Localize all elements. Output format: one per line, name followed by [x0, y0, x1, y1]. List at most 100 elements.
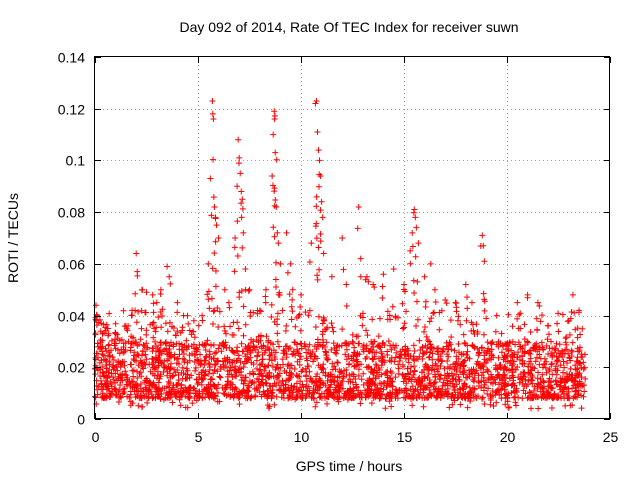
data-point — [409, 402, 416, 409]
data-point — [319, 214, 326, 221]
data-point — [401, 320, 408, 327]
data-point — [202, 354, 209, 361]
data-point — [224, 354, 231, 361]
data-point — [280, 382, 287, 389]
data-point — [407, 260, 414, 267]
data-point — [138, 307, 145, 314]
data-point — [177, 402, 184, 409]
data-point — [109, 353, 116, 360]
data-point — [350, 339, 357, 346]
data-point — [318, 198, 325, 205]
data-point — [407, 247, 414, 254]
data-point — [495, 343, 502, 350]
data-point — [270, 182, 277, 189]
data-point — [231, 366, 238, 373]
data-point — [297, 340, 304, 347]
data-point — [115, 399, 122, 406]
data-point — [404, 370, 411, 377]
data-point — [395, 370, 402, 377]
data-point — [454, 361, 461, 368]
data-point — [481, 307, 488, 314]
data-point — [308, 240, 315, 247]
data-point — [99, 351, 106, 358]
data-point — [118, 346, 125, 353]
data-point — [234, 253, 241, 260]
data-point — [269, 392, 276, 399]
data-point — [535, 405, 542, 412]
data-point — [505, 311, 512, 318]
data-point — [371, 353, 378, 360]
data-point — [100, 373, 107, 380]
data-point — [247, 309, 254, 316]
data-point — [220, 390, 227, 397]
data-point — [493, 399, 500, 406]
data-point — [149, 291, 156, 298]
data-point — [352, 376, 359, 383]
data-point — [191, 394, 198, 401]
data-point — [562, 402, 569, 409]
data-point — [443, 390, 450, 397]
data-point — [102, 356, 109, 363]
data-point — [517, 343, 524, 350]
data-point — [442, 297, 449, 304]
data-point — [317, 172, 324, 179]
data-point — [103, 347, 110, 354]
data-point — [578, 405, 585, 412]
data-point — [371, 366, 378, 373]
data-point — [409, 229, 416, 236]
data-point — [316, 266, 323, 273]
data-point — [371, 284, 378, 291]
data-point — [212, 214, 219, 221]
data-point — [209, 376, 216, 383]
data-point — [293, 314, 300, 321]
data-point — [138, 287, 145, 294]
data-point — [256, 367, 263, 374]
data-point — [548, 405, 555, 412]
data-point — [446, 372, 453, 379]
data-point — [110, 374, 117, 381]
data-point — [255, 339, 262, 346]
data-point — [287, 344, 294, 351]
data-point — [379, 294, 386, 301]
data-point — [548, 360, 555, 367]
data-point — [437, 353, 444, 360]
data-point — [163, 389, 170, 396]
data-point — [315, 244, 322, 251]
data-point — [131, 383, 138, 390]
data-point — [279, 356, 286, 363]
data-point — [495, 354, 502, 361]
data-point — [483, 315, 490, 322]
data-point — [205, 393, 212, 400]
data-point — [160, 363, 167, 370]
data-point — [218, 348, 225, 355]
data-point — [334, 359, 341, 366]
data-point — [214, 398, 221, 405]
data-point — [224, 368, 231, 375]
data-point — [363, 345, 370, 352]
data-point — [387, 375, 394, 382]
data-point — [142, 309, 149, 316]
data-point — [474, 345, 481, 352]
data-point — [576, 370, 583, 377]
data-point — [242, 321, 249, 328]
data-point — [112, 345, 119, 352]
data-point — [388, 354, 395, 361]
data-point — [480, 290, 487, 297]
data-point — [354, 225, 361, 232]
data-point — [94, 312, 101, 319]
data-point — [567, 357, 574, 364]
data-point — [94, 391, 101, 398]
data-point — [391, 391, 398, 398]
data-point — [124, 381, 131, 388]
data-point — [293, 392, 300, 399]
data-point — [475, 361, 482, 368]
data-point — [430, 310, 437, 317]
data-point — [227, 392, 234, 399]
data-point — [520, 369, 527, 376]
data-point — [124, 376, 131, 383]
data-point — [159, 306, 166, 313]
data-point — [384, 368, 391, 375]
data-point — [278, 394, 285, 401]
data-point — [399, 371, 406, 378]
data-point — [468, 299, 475, 306]
